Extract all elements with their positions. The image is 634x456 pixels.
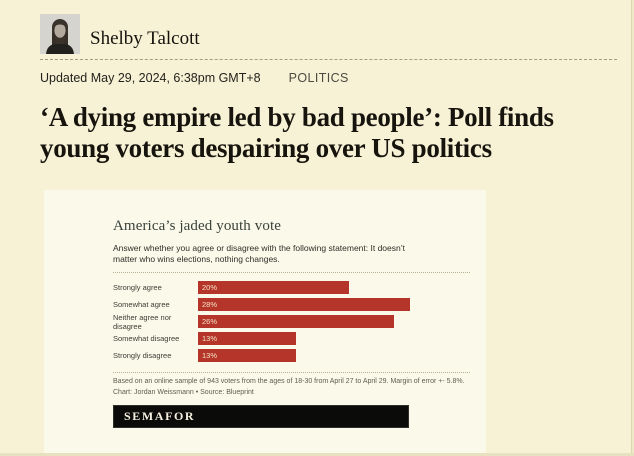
bar-fill: 13% <box>198 349 297 362</box>
bar-track: 13% <box>198 332 470 345</box>
byline: Shelby Talcott <box>40 14 610 54</box>
bar-track: 28% <box>198 298 470 311</box>
poll-chart: America’s jaded youth vote Answer whethe… <box>44 190 486 428</box>
bar-row: Strongly disagree 13% <box>113 347 470 364</box>
bar-category-label: Strongly disagree <box>113 351 172 360</box>
window-right-edge <box>631 0 634 456</box>
bar-value-label: 26% <box>202 317 218 326</box>
semafor-logo: SEMAFOR <box>124 409 196 423</box>
byline-divider <box>40 59 617 60</box>
semafor-logo-bar: SEMAFOR <box>113 405 409 428</box>
author-avatar-image <box>40 14 80 54</box>
bar-value-label: 28% <box>202 300 218 309</box>
bar-row: Neither agree nor disagree 26% <box>113 312 470 331</box>
bar-fill: 20% <box>198 281 350 294</box>
author-name[interactable]: Shelby Talcott <box>90 28 200 49</box>
poll-chart-card: America’s jaded youth vote Answer whethe… <box>44 190 486 456</box>
bar-fill: 13% <box>198 332 297 345</box>
bar-fill: 28% <box>198 298 410 311</box>
article-headline: ‘A dying empire led by bad people’: Poll… <box>40 102 554 163</box>
chart-bottom-divider <box>113 372 470 373</box>
bar-track: 26% <box>198 315 470 328</box>
bar-row: Somewhat agree 28% <box>113 296 470 313</box>
window-bottom-edge <box>0 453 634 456</box>
bar-rows: Strongly agree 20% Somewhat agree 28% Neithe… <box>113 279 470 364</box>
chart-title: America’s jaded youth vote <box>113 218 281 234</box>
article-meta: Updated May 29, 2024, 6:38pm GMT+8 POLIT… <box>40 71 610 85</box>
bar-fill: 26% <box>198 315 395 328</box>
article: Shelby Talcott Updated May 29, 2024, 6:3… <box>0 0 634 164</box>
bar-value-label: 13% <box>202 334 218 343</box>
bar-value-label: 13% <box>202 351 218 360</box>
bar-category-label: Somewhat disagree <box>113 334 180 343</box>
bar-track: 13% <box>198 349 470 362</box>
chart-subtitle: Answer whether you agree or disagree wit… <box>113 243 405 264</box>
bar-value-label: 20% <box>202 283 218 292</box>
bar-category-label: Strongly agree <box>113 283 162 292</box>
chart-credit: Chart: Jordan Weissmann • Source: Bluepr… <box>113 389 254 396</box>
category-link-politics[interactable]: POLITICS <box>288 71 349 85</box>
author-avatar[interactable] <box>40 14 80 54</box>
bar-track: 20% <box>198 281 470 294</box>
bar-category-label: Neither agree nor disagree <box>113 312 172 331</box>
updated-timestamp: Updated May 29, 2024, 6:38pm GMT+8 <box>40 71 261 85</box>
bar-row: Somewhat disagree 13% <box>113 330 470 347</box>
bar-category-label: Somewhat agree <box>113 300 170 309</box>
chart-top-divider <box>113 272 470 273</box>
bar-row: Strongly agree 20% <box>113 279 470 296</box>
chart-footnote: Based on an online sample of 943 voters … <box>113 378 465 385</box>
